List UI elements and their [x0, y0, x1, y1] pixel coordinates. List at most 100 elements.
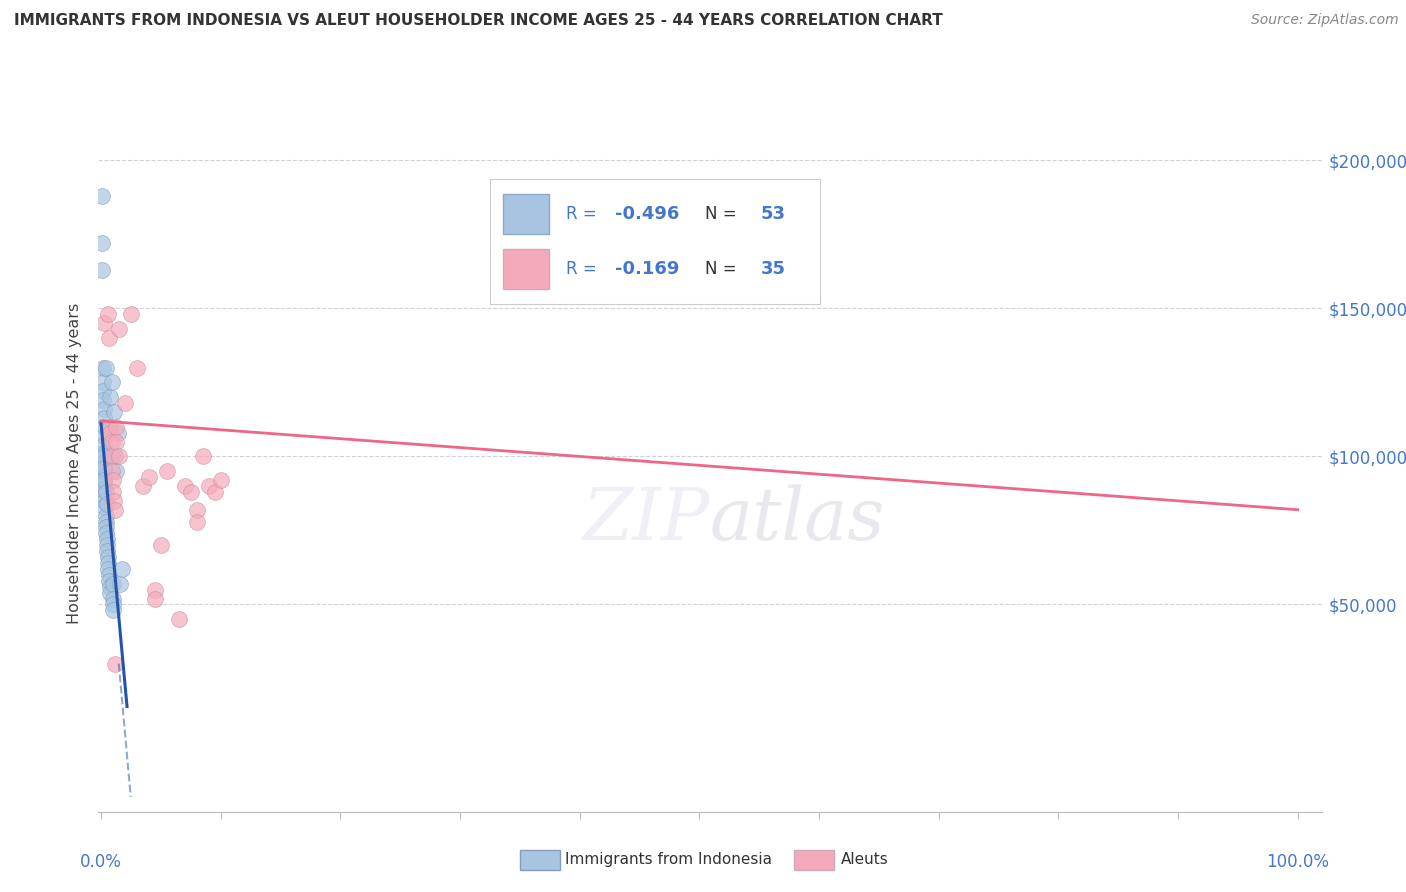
Point: [105, 420, 128, 434]
Point: [131, 479, 153, 493]
Point: [96, 538, 118, 552]
Point: [94, 515, 117, 529]
Point: [100, 425, 122, 440]
Point: [97, 307, 120, 321]
Point: [191, 450, 214, 464]
Text: 100.0%: 100.0%: [1267, 853, 1329, 871]
Point: [197, 479, 219, 493]
Text: -0.496: -0.496: [616, 204, 679, 223]
Point: [114, 396, 136, 410]
Point: [93, 482, 115, 496]
Point: [100, 390, 122, 404]
Point: [93, 437, 115, 451]
Point: [93, 428, 115, 442]
Point: [91, 384, 114, 399]
Point: [98, 567, 121, 582]
Point: [91, 189, 114, 203]
FancyBboxPatch shape: [503, 249, 550, 289]
Point: [101, 603, 124, 617]
Point: [104, 502, 127, 516]
Point: [100, 580, 122, 594]
Point: [149, 538, 172, 552]
Point: [204, 485, 226, 500]
Point: [209, 473, 232, 487]
Point: [93, 464, 115, 478]
Point: [180, 485, 202, 500]
Point: [93, 493, 115, 508]
Point: [98, 331, 121, 345]
Point: [101, 591, 124, 606]
Point: [91, 236, 114, 251]
Text: N =: N =: [704, 204, 741, 223]
Text: IMMIGRANTS FROM INDONESIA VS ALEUT HOUSEHOLDER INCOME AGES 25 - 44 YEARS CORRELA: IMMIGRANTS FROM INDONESIA VS ALEUT HOUSE…: [14, 13, 943, 29]
Point: [93, 316, 115, 330]
Text: atlas: atlas: [710, 484, 886, 555]
Point: [98, 574, 121, 588]
Point: [100, 450, 122, 464]
Point: [143, 591, 166, 606]
Point: [94, 520, 117, 534]
Point: [104, 657, 127, 671]
Point: [94, 526, 117, 541]
Point: [100, 585, 122, 599]
Text: N =: N =: [704, 260, 741, 277]
Point: [91, 393, 114, 408]
Text: R =: R =: [565, 260, 602, 277]
Point: [97, 550, 120, 565]
Point: [100, 420, 122, 434]
Point: [97, 556, 120, 570]
Point: [96, 497, 118, 511]
Point: [97, 562, 120, 576]
Point: [93, 411, 115, 425]
Text: ZIP: ZIP: [582, 484, 710, 555]
Point: [93, 473, 115, 487]
Point: [156, 464, 179, 478]
Point: [103, 405, 125, 419]
Point: [91, 376, 114, 390]
Point: [91, 263, 114, 277]
Point: [167, 612, 190, 626]
Text: 35: 35: [761, 260, 786, 277]
Point: [186, 515, 208, 529]
Point: [93, 402, 115, 417]
Point: [105, 464, 128, 478]
Point: [186, 502, 208, 516]
Text: -0.169: -0.169: [616, 260, 679, 277]
Point: [93, 420, 115, 434]
Point: [104, 450, 127, 464]
Text: R =: R =: [565, 204, 602, 223]
Y-axis label: Householder Income Ages 25 - 44 years: Householder Income Ages 25 - 44 years: [67, 303, 83, 624]
Point: [94, 485, 117, 500]
Point: [93, 470, 115, 484]
Point: [103, 493, 125, 508]
Point: [107, 450, 129, 464]
Point: [101, 473, 124, 487]
FancyBboxPatch shape: [503, 194, 550, 234]
Point: [101, 598, 124, 612]
Point: [143, 582, 166, 597]
Point: [105, 434, 128, 449]
Point: [93, 461, 115, 475]
Point: [93, 450, 115, 464]
Point: [173, 479, 195, 493]
Point: [91, 360, 114, 375]
Point: [93, 476, 115, 491]
Point: [108, 576, 131, 591]
Text: Source: ZipAtlas.com: Source: ZipAtlas.com: [1251, 13, 1399, 28]
Point: [93, 500, 115, 514]
Point: [96, 544, 118, 558]
Point: [93, 455, 115, 469]
Point: [100, 434, 122, 449]
Point: [111, 562, 134, 576]
Text: Aleuts: Aleuts: [841, 853, 889, 867]
Point: [94, 360, 117, 375]
Point: [100, 464, 122, 478]
Point: [100, 376, 122, 390]
Text: Immigrants from Indonesia: Immigrants from Indonesia: [565, 853, 772, 867]
Point: [93, 488, 115, 502]
Point: [93, 446, 115, 460]
Text: 0.0%: 0.0%: [80, 853, 122, 871]
Point: [94, 508, 117, 523]
Point: [96, 533, 118, 547]
Point: [107, 322, 129, 336]
